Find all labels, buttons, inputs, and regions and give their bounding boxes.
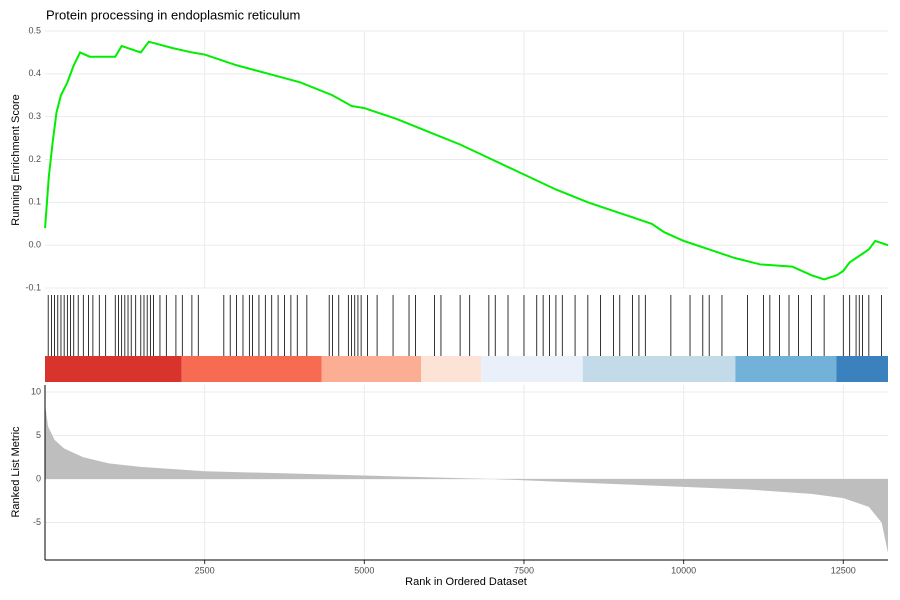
rank-band <box>836 356 888 382</box>
y-tick-label: 0.5 <box>28 25 41 35</box>
enrichment-line <box>44 40 889 281</box>
y-tick-label: 0.0 <box>28 240 41 250</box>
y-tick-label: -5 <box>33 517 41 527</box>
y-tick-label: 0.4 <box>28 68 41 78</box>
y-axis-title: Ranked List Metric <box>10 426 22 518</box>
y-tick-label: 0.3 <box>28 111 41 121</box>
x-axis-title: Rank in Ordered Dataset <box>405 576 527 588</box>
x-tick-label: 10000 <box>671 565 696 575</box>
rank-band <box>481 356 583 382</box>
x-tick-label: 2500 <box>195 565 215 575</box>
y-tick-label: 0 <box>36 473 41 483</box>
x-tick-label: 5000 <box>354 565 374 575</box>
y-tick-label: 0.2 <box>28 154 41 164</box>
y-axis-title: Running Enrichment Score <box>10 94 22 225</box>
rank-band <box>735 356 837 382</box>
chart-title: Protein processing in endoplasmic reticu… <box>46 7 300 22</box>
rank-band <box>181 356 322 382</box>
y-tick-label: 5 <box>36 430 41 440</box>
rank-band <box>321 356 422 382</box>
x-tick-label: 7500 <box>514 565 534 575</box>
x-tick-label: 12500 <box>831 565 856 575</box>
y-tick-label: 10 <box>31 386 41 396</box>
y-tick-label: 0.1 <box>28 197 41 207</box>
rank-band <box>45 356 182 382</box>
rank-band <box>582 356 736 382</box>
y-tick-label: -0.1 <box>25 282 41 292</box>
rank-band <box>421 356 482 382</box>
metric-area <box>45 405 889 554</box>
